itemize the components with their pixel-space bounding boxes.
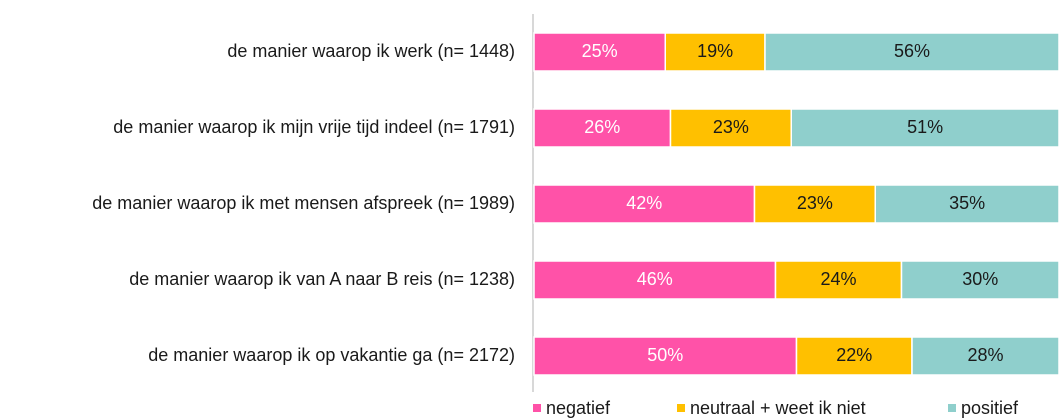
legend-swatch (948, 404, 956, 412)
bar-segment (874, 184, 1059, 224)
category-label: de manier waarop ik met mensen afspreek … (92, 193, 515, 213)
data-label: 30% (962, 269, 998, 289)
data-label: 19% (697, 41, 733, 61)
data-label: 28% (967, 345, 1003, 365)
data-label: 24% (820, 269, 856, 289)
bar-segment (753, 184, 876, 224)
data-label: 35% (949, 193, 985, 213)
category-label: de manier waarop ik mijn vrije tijd inde… (113, 117, 515, 137)
bar-segment (790, 108, 1059, 148)
legend-label: neutraal + weet ik niet (690, 398, 866, 418)
legend-swatch (533, 404, 541, 412)
data-label: 56% (894, 41, 930, 61)
category-label: de manier waarop ik van A naar B reis (n… (129, 269, 515, 289)
data-label: 26% (584, 117, 620, 137)
bar-segment (795, 336, 913, 376)
data-label: 23% (713, 117, 749, 137)
category-label: de manier waarop ik werk (n= 1448) (227, 41, 515, 61)
category-label: de manier waarop ik op vakantie ga (n= 2… (148, 345, 515, 365)
bar-segment (764, 32, 1059, 72)
bar-segment (533, 184, 756, 224)
legend-swatch (677, 404, 685, 412)
bar-segment (900, 260, 1059, 300)
bar-segment (533, 336, 798, 376)
legend-label: positief (961, 398, 1019, 418)
data-label: 50% (647, 345, 683, 365)
bar-segment (664, 32, 766, 72)
bar-segment (911, 336, 1059, 376)
data-label: 22% (836, 345, 872, 365)
data-label: 42% (626, 193, 662, 213)
data-label: 51% (907, 117, 943, 137)
legend-label: negatief (546, 398, 611, 418)
bar-segment (533, 260, 777, 300)
data-label: 46% (637, 269, 673, 289)
data-label: 23% (797, 193, 833, 213)
data-label: 25% (582, 41, 618, 61)
bar-segment (533, 108, 672, 148)
